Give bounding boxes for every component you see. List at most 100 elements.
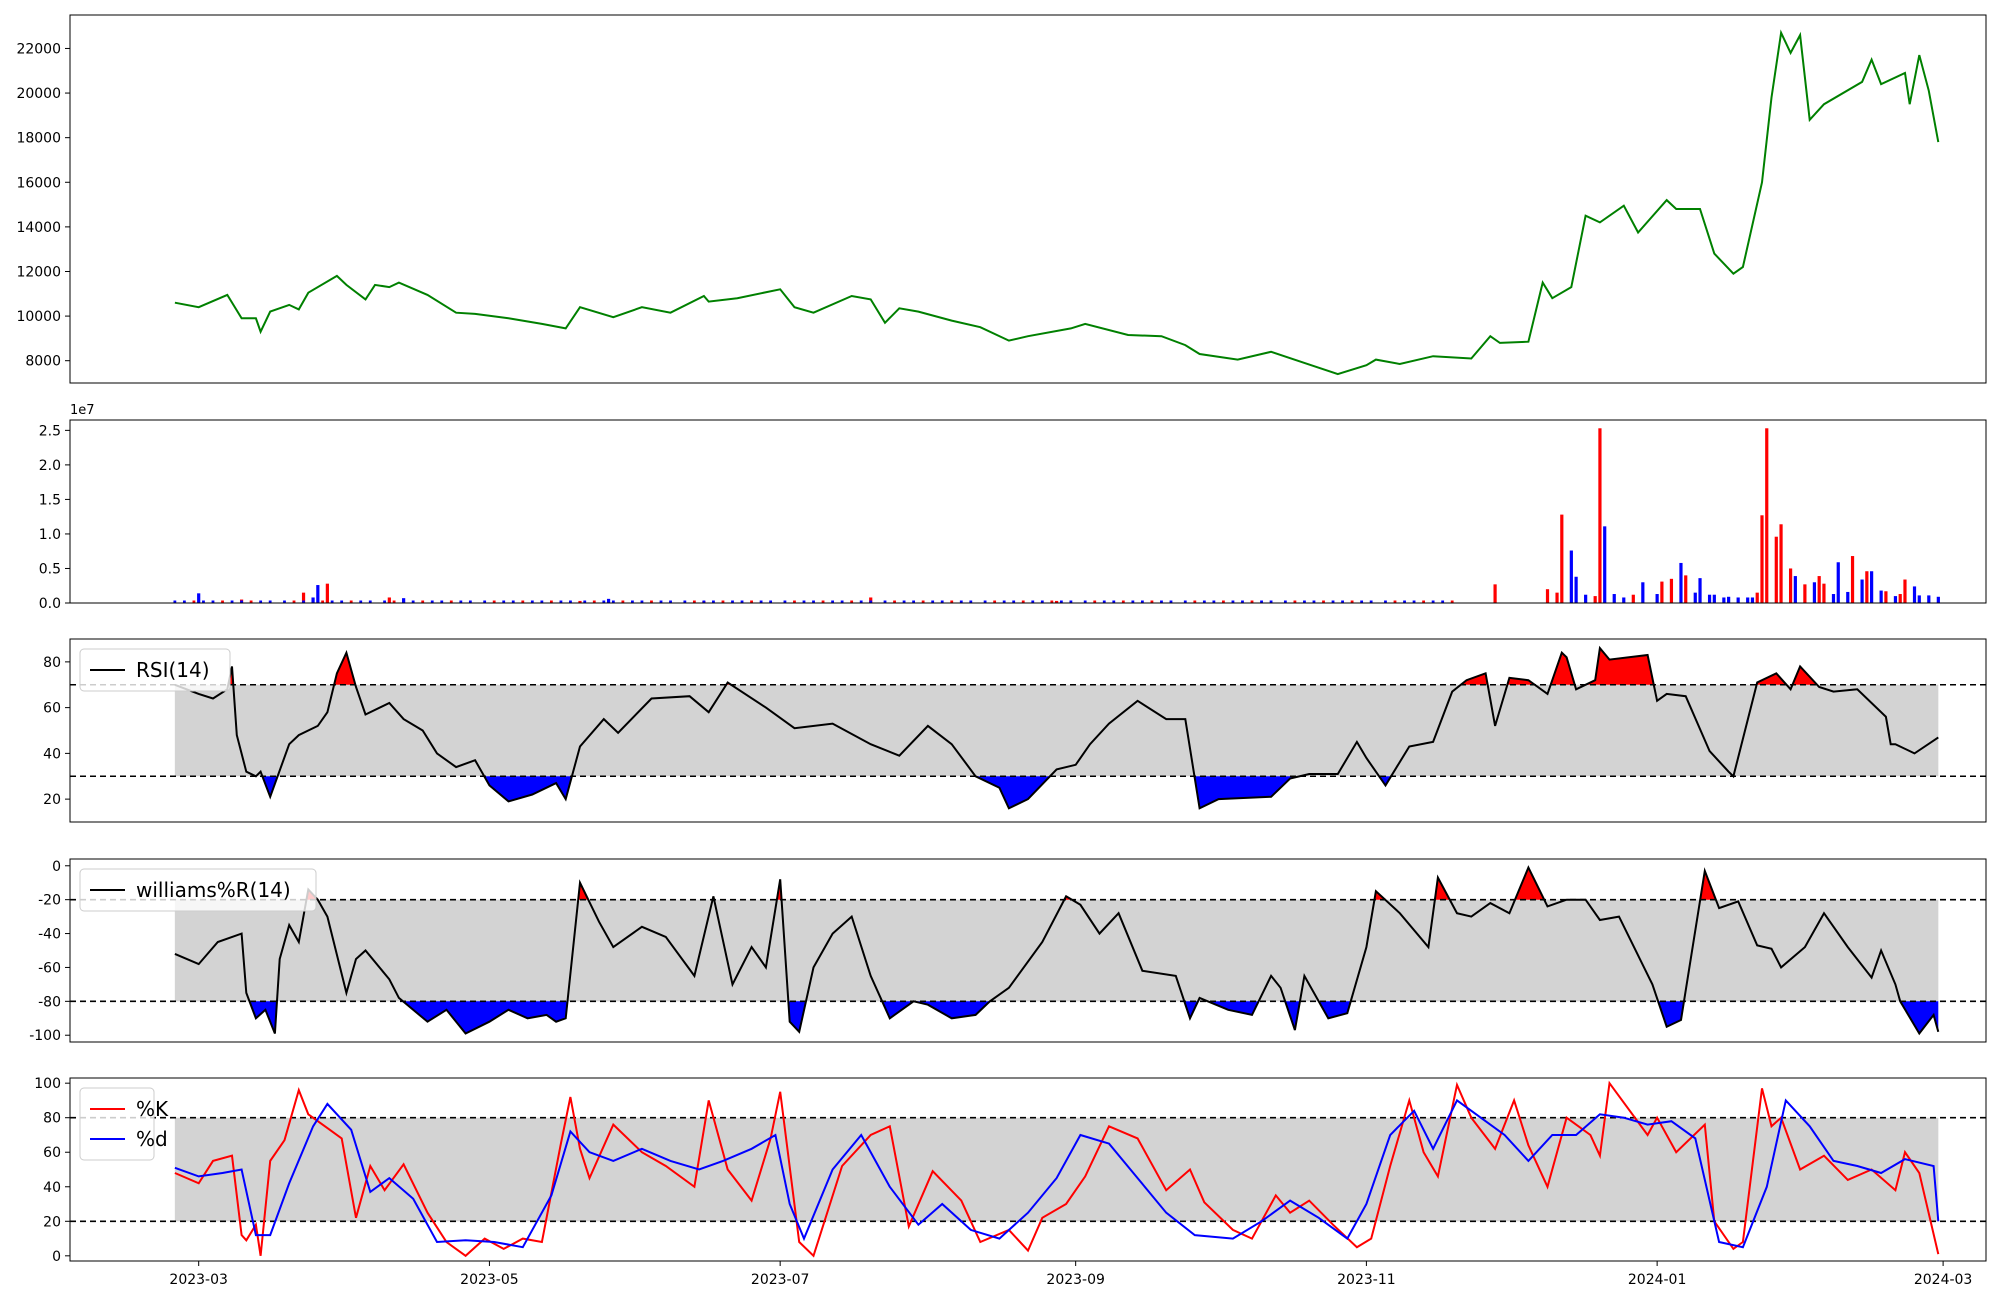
y-tick-label: -100 [29, 1028, 61, 1044]
volume-bar [240, 600, 243, 603]
y-tick-label: -60 [38, 960, 61, 976]
volume-bar [1312, 600, 1316, 603]
oversold-fill [262, 776, 278, 797]
volume-bar [1831, 594, 1836, 603]
volume-bar [869, 597, 873, 603]
volume-bar [502, 600, 506, 603]
volume-bar [1150, 600, 1154, 603]
volume-bar [1169, 600, 1173, 603]
volume-bar [511, 600, 515, 603]
volume-bar [1350, 600, 1354, 603]
y-offset-label: 1e7 [70, 403, 95, 418]
volume-bar [1822, 583, 1826, 603]
volume-bar [959, 600, 963, 603]
volume-bar [731, 600, 734, 603]
volume-bar [230, 600, 234, 603]
volume-bar [249, 600, 253, 603]
y-tick-label: 20000 [16, 86, 61, 102]
volume-bar [769, 600, 773, 603]
volume-bar [1936, 596, 1940, 603]
volume-bar [1193, 600, 1197, 603]
legend: %K %d [79, 1087, 169, 1161]
volume-bar [321, 600, 325, 603]
y-tick-label: 80 [43, 655, 61, 671]
volume-bar [1574, 576, 1578, 603]
volume-bar [1560, 514, 1564, 603]
overbought-fill [1756, 673, 1787, 685]
rsi-panel: 20 40 60 80 RSI(14) [43, 638, 1987, 823]
volume-bar [349, 600, 353, 603]
volume-bar [1222, 600, 1225, 603]
volume-bar [669, 600, 672, 603]
volume-bar [1093, 600, 1097, 603]
y-tick-label: 14000 [16, 220, 61, 236]
y-tick-label: 8000 [25, 354, 61, 370]
volume-bar [740, 600, 744, 603]
volume-bar [1793, 576, 1797, 603]
volume-bar [659, 600, 663, 603]
volume-bar [850, 600, 854, 603]
volume-bar [1231, 600, 1235, 603]
volume-bar [712, 600, 715, 603]
legend-label: williams%R(14) [136, 878, 291, 902]
volume-bar [383, 600, 386, 603]
volume-bar [702, 600, 706, 603]
oversold-fill [249, 1001, 277, 1034]
volume-bar [1054, 600, 1059, 603]
volume-bar [1069, 600, 1073, 603]
volume-bar [1846, 591, 1850, 603]
volume-bar [182, 600, 186, 603]
volume-bar [368, 600, 372, 603]
volume-bar [1131, 600, 1135, 603]
volume-bar [1641, 582, 1645, 603]
volume-bar [583, 600, 587, 603]
overbought-fill [1507, 677, 1535, 685]
overbought-fill [1550, 652, 1575, 685]
oversold-fill [1184, 1001, 1198, 1019]
axes-frame [69, 638, 1987, 823]
y-tick-label: 60 [43, 1145, 61, 1161]
volume-bar [1760, 515, 1764, 603]
y-tick-label: 20 [43, 792, 61, 808]
volume-bar [1707, 594, 1712, 603]
volume-bar [1412, 600, 1416, 603]
x-tick-label: 2024-03 [1914, 1272, 1973, 1288]
volume-bar [330, 600, 334, 603]
volume-bar [902, 600, 906, 603]
volume-bar [1293, 600, 1297, 603]
y-tick-label: 2.0 [39, 458, 61, 474]
volume-bar [578, 600, 582, 603]
volume-bar [1917, 595, 1921, 603]
volume-bar [1698, 578, 1702, 603]
volume-bar [1545, 589, 1550, 603]
volume-bar [549, 600, 553, 603]
volume-bar [1850, 556, 1855, 603]
volume-bar [192, 600, 196, 603]
volume-bar [1722, 597, 1726, 603]
y-tick-label: 18000 [16, 131, 61, 147]
volume-bar [1812, 582, 1817, 603]
overbought-fill [1515, 867, 1545, 900]
volume-bar [1250, 600, 1254, 603]
y-tick-label: 0.5 [39, 561, 61, 577]
volume-bar [893, 600, 896, 603]
volume-bar [1450, 600, 1454, 603]
y-tick-label: 1.5 [39, 492, 61, 508]
y-tick-label: 40 [43, 746, 61, 762]
volume-bar [950, 600, 954, 603]
volume-bar [821, 600, 825, 603]
volume-bar [1593, 596, 1597, 603]
volume-bar [1303, 600, 1306, 603]
y-tick-label: 20 [43, 1214, 61, 1230]
oversold-fill [403, 1001, 568, 1034]
legend-label: %d [136, 1127, 168, 1151]
neutral-band [174, 684, 1939, 777]
oversold-fill [1207, 1001, 1259, 1015]
volume-bar [1493, 584, 1497, 603]
volume-bar [1774, 536, 1778, 603]
oversold-fill [913, 1001, 990, 1019]
volume-bar [569, 600, 572, 603]
volume-bar [1884, 591, 1888, 603]
volume-bar [1283, 600, 1287, 603]
